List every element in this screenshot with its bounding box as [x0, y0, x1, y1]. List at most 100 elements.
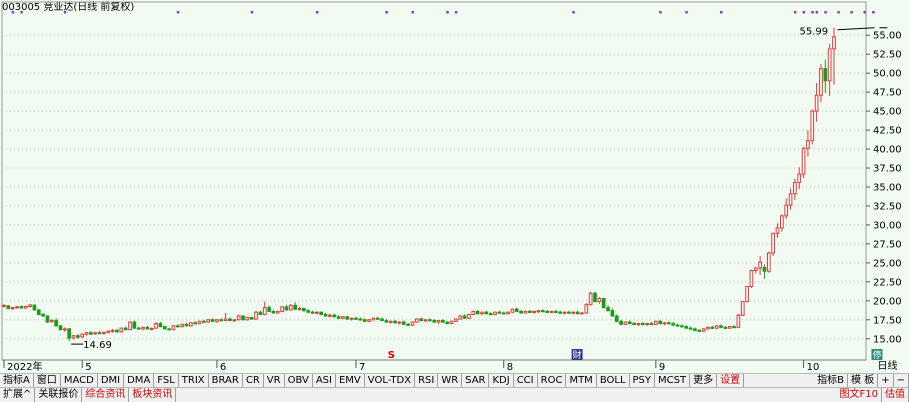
toolbar-tab[interactable]: PSY — [630, 374, 656, 387]
toolbar-tab[interactable]: CCI — [514, 374, 538, 387]
candle — [84, 331, 89, 336]
candle — [714, 325, 719, 329]
x-tick-label: 5 — [85, 362, 91, 373]
annotations: 55.99 14.69 S 财 停 — [71, 27, 888, 361]
candle — [149, 327, 154, 331]
candle-body — [315, 311, 319, 314]
candle — [793, 178, 797, 200]
candle — [662, 322, 667, 326]
candlestick-chart[interactable]: 003005 竞业达(日线 前复权) 15.00 17.50 20.00 22.50 2… — [0, 0, 909, 373]
candle-body — [10, 307, 15, 310]
candle — [580, 312, 584, 315]
candle — [488, 312, 493, 316]
toolbar-tab[interactable]: MCST — [655, 374, 691, 387]
bottom-tab[interactable]: 扩展^ — [0, 388, 36, 402]
candle — [154, 322, 158, 329]
candle-body — [358, 318, 363, 321]
candle — [197, 320, 202, 325]
candle — [697, 328, 702, 332]
toolbar-tab[interactable]: 设置 — [717, 374, 745, 387]
toolbar-tab[interactable]: MTM — [566, 374, 597, 387]
toolbar-tab[interactable]: DMI — [98, 374, 125, 387]
candle-body — [245, 317, 250, 321]
toolbar-tab[interactable]: WR — [438, 374, 463, 387]
toolbar-tab[interactable]: VOL-TDX — [365, 374, 416, 387]
toolbar-tab[interactable]: ASI — [313, 374, 336, 387]
candle-body — [658, 320, 663, 325]
zoom-in-button[interactable]: + — [878, 374, 894, 387]
candle — [493, 311, 497, 316]
candle-body — [236, 315, 241, 321]
toolbar-right-tab[interactable]: 模 板 — [848, 374, 879, 387]
candle-body — [388, 320, 393, 323]
candle-body — [653, 320, 658, 325]
bottom-tab[interactable]: 综合资讯 — [82, 388, 130, 402]
toolbar-tab[interactable]: ROC — [538, 374, 567, 387]
toolbar-tab[interactable]: 指标A — [0, 374, 34, 387]
candle — [727, 325, 732, 329]
candle — [601, 297, 606, 309]
candle-body — [145, 326, 150, 330]
indicator-toolbar: 指标A 窗口 MACD DMI DMA FSL TRIX BRAR CR VR OBV ASI EMV V… — [0, 373, 909, 387]
toolbar-tab[interactable]: DMA — [124, 374, 155, 387]
candle — [780, 214, 784, 232]
y-tick-label: 27.50 — [873, 239, 902, 250]
candle — [245, 316, 250, 321]
toolbar-tab[interactable]: KDJ — [489, 374, 514, 387]
candle — [675, 323, 680, 327]
toolbar-tab[interactable]: 更多 — [690, 374, 718, 387]
candle-body — [488, 313, 493, 316]
toolbar-tab[interactable]: BOLL — [597, 374, 630, 387]
candle — [180, 323, 185, 328]
candle-body — [106, 330, 111, 333]
candle-body — [115, 329, 119, 333]
toolbar-tab[interactable]: EMV — [336, 374, 365, 387]
y-tick-label: 40.00 — [873, 145, 902, 156]
candle — [323, 312, 328, 317]
candle-body — [467, 313, 471, 319]
toolbar-tab[interactable]: OBV — [285, 374, 313, 387]
candle — [719, 324, 723, 329]
marker-box — [871, 349, 883, 360]
event-dot — [685, 11, 688, 14]
candle-body — [149, 328, 154, 331]
event-dot — [863, 11, 866, 14]
toolbar-tab[interactable]: MACD — [61, 374, 98, 387]
candle — [80, 333, 85, 338]
candle — [15, 305, 19, 309]
candle — [671, 322, 676, 326]
candle-body — [36, 309, 41, 315]
candle-body — [762, 266, 767, 272]
candle — [810, 109, 815, 145]
toolbar-tab[interactable]: RSI — [415, 374, 439, 387]
bottom-tab[interactable]: 板块资讯 — [129, 388, 177, 402]
event-dot — [315, 11, 319, 14]
candle — [401, 320, 406, 326]
zoom-out-button[interactable]: − — [894, 374, 909, 387]
bottom-right-tab[interactable]: 图文F10 — [837, 388, 882, 402]
candle — [349, 317, 354, 321]
candle-body — [232, 319, 237, 322]
toolbar-tab[interactable]: SAR — [462, 374, 490, 387]
toolbar-tab[interactable]: BRAR — [209, 374, 243, 387]
candle — [506, 311, 510, 315]
toolbar-tab[interactable]: FSL — [154, 374, 179, 387]
event-dot — [176, 11, 180, 14]
toolbar-tab[interactable]: TRIX — [179, 374, 209, 387]
toolbar-tab[interactable]: 窗口 — [34, 374, 61, 387]
candle — [623, 321, 628, 326]
bottom-right-tab[interactable]: 估值 — [882, 388, 909, 402]
candle — [249, 316, 254, 320]
candle-body — [627, 321, 632, 325]
candle — [736, 313, 741, 329]
toolbar-tab[interactable]: VR — [264, 374, 285, 387]
candle — [36, 309, 41, 316]
candle-body — [449, 320, 454, 325]
toolbar-right-tab[interactable]: 指标B — [814, 374, 849, 387]
bottom-tab[interactable]: 关联报价 — [35, 388, 83, 402]
toolbar-tab[interactable]: CR — [243, 374, 264, 387]
period-label[interactable]: 日线 — [877, 361, 898, 372]
candle — [380, 317, 384, 322]
candle-body — [480, 311, 484, 315]
candle-body — [54, 320, 58, 327]
